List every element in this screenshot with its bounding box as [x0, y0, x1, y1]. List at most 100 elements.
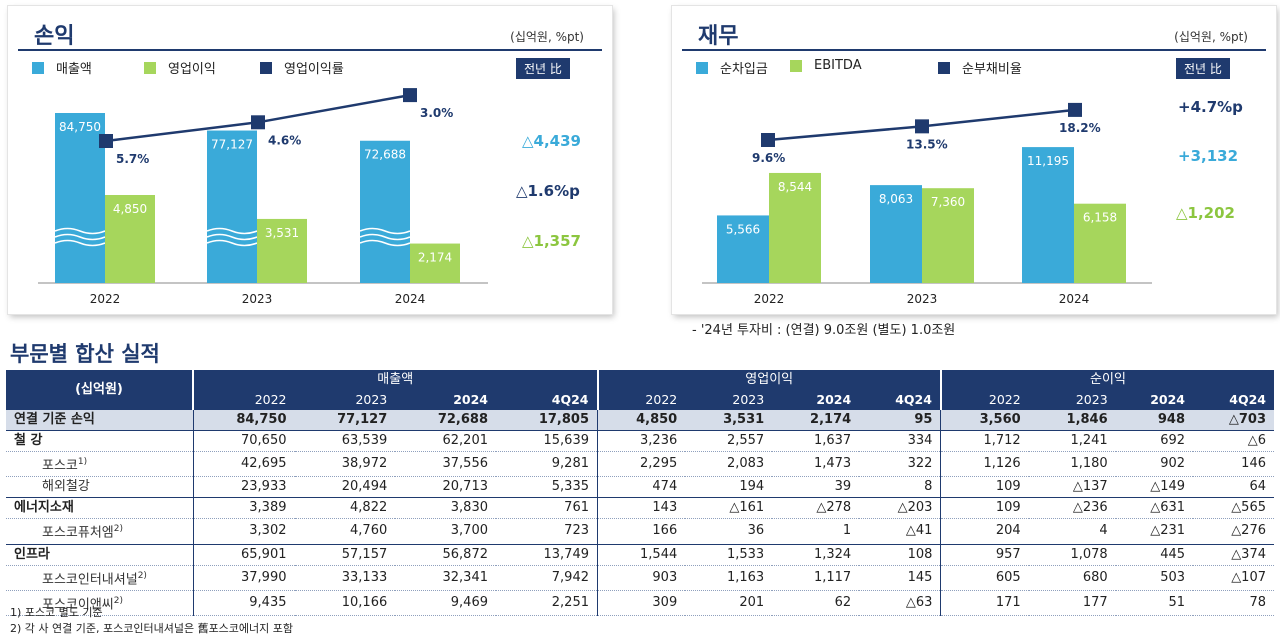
pl-legend-op: 영업이익 — [144, 58, 216, 77]
axis-break-mark — [54, 233, 106, 241]
table-year-header: 2024 — [1115, 390, 1194, 410]
axis-break-mark — [54, 239, 106, 247]
x-tick-label: 2024 — [395, 292, 426, 306]
table-cell: 72,688 — [395, 410, 496, 431]
table-row: 포스코인터내셔널2) 37,990 33,133 32,341 7,942 903 1,16… — [6, 565, 1274, 591]
table-cell: 201 — [685, 590, 773, 617]
table-year-header: 2022 — [192, 390, 295, 410]
bar-label-영업이익: 4,850 — [113, 202, 147, 216]
table-cell: 3,236 — [597, 430, 686, 452]
row-label-text: 인프라 — [14, 546, 50, 562]
row-label-text: 포스코퓨처엠 — [42, 525, 114, 541]
table-cell: 2,251 — [496, 590, 598, 617]
table-group-sales: 매출액 — [192, 370, 598, 390]
table-row: 포스코1) 42,695 38,972 37,556 9,281 2,295 2,083 1,… — [6, 451, 1274, 478]
bar-label-영업이익: 3,531 — [265, 226, 299, 240]
table-row: 해외철강 23,933 20,494 20,713 5,335 474 194 39 8 109 △… — [6, 476, 1274, 499]
table-cell: 1 — [772, 518, 860, 545]
x-tick-label: 2023 — [242, 292, 273, 306]
table-cell: 146 — [1193, 451, 1274, 478]
table-year-header: 2022 — [939, 390, 1029, 410]
footnote-2: 2) 각 사 연결 기준, 포스코인터내셔널은 舊포스코에너지 포함 — [10, 622, 294, 635]
table-row: 철 강 70,650 63,539 62,201 15,639 3,236 2,557 1,6… — [6, 430, 1274, 452]
table-cell: 57,157 — [294, 543, 396, 566]
bar-label-순차입금: 11,195 — [1027, 154, 1069, 168]
axis-break-mark — [359, 227, 411, 235]
fin-legend-netdebt-label: 순차입금 — [720, 62, 768, 77]
table-cell: 171 — [940, 590, 1029, 617]
table-cell: △137 — [1028, 476, 1116, 499]
x-tick-label: 2023 — [907, 292, 938, 306]
x-tick-label: 2024 — [1059, 292, 1090, 306]
pl-note-sales: △4,439 — [522, 132, 581, 150]
table-year-header: 2023 — [1028, 390, 1116, 410]
bar-label-순차입금: 5,566 — [726, 222, 760, 236]
fin-legend-ratio-label: 순부채비율 — [962, 62, 1022, 77]
table-cell: 3,830 — [395, 497, 496, 520]
table-cell: 166 — [597, 518, 686, 545]
bar-순차입금 — [717, 215, 769, 283]
pl-yoy-badge: 전년 比 — [516, 58, 570, 79]
row-label-text: 포스코인터내셔널 — [42, 571, 138, 587]
line-point-영업이익률 — [403, 88, 417, 103]
table-cell: 605 — [940, 565, 1029, 591]
row-label: 포스코이앤씨2) — [6, 590, 193, 617]
table-cell: 15,639 — [496, 430, 598, 452]
row-label: 에너지소재 — [6, 497, 193, 520]
table-corner-label: (십억원) — [6, 370, 193, 410]
table-cell: 3,531 — [685, 410, 773, 431]
table-cell: 77,127 — [294, 410, 396, 431]
fin-legend-ebitda-swatch — [790, 59, 802, 72]
table-cell: 1,846 — [1028, 410, 1116, 431]
table-cell: 70,650 — [192, 430, 295, 452]
table-cell: 1,163 — [685, 565, 773, 591]
table-cell: 63,539 — [294, 430, 396, 452]
table-cell: △276 — [1193, 518, 1274, 545]
bar-label-EBITDA: 7,360 — [931, 195, 965, 209]
table-cell: 9,435 — [192, 590, 295, 617]
table-cell: 84,750 — [192, 410, 295, 431]
line-label-영업이익률: 5.7% — [116, 152, 149, 166]
table-cell: 38,972 — [294, 451, 396, 478]
table-cell: 36 — [685, 518, 773, 545]
table-cell: 902 — [1115, 451, 1194, 478]
table-cell: 9,281 — [496, 451, 598, 478]
table-cell: 1,637 — [772, 430, 860, 452]
fin-note-netdebt: +3,132 — [1178, 147, 1239, 165]
table-cell: 4,822 — [294, 497, 396, 520]
table-cell: 95 — [859, 410, 941, 431]
table-cell: 1,180 — [1028, 451, 1116, 478]
line-label-영업이익률: 4.6% — [268, 133, 301, 147]
table-cell: 108 — [859, 543, 941, 566]
table-cell: 42,695 — [192, 451, 295, 478]
bar-매출액 — [360, 140, 410, 283]
table-body: 연결 기준 손익 84,750 77,127 72,688 17,805 4,850 3,5… — [6, 410, 1274, 617]
fin-legend-netdebt-swatch — [696, 61, 708, 74]
pl-legend-margin-label: 영업이익률 — [284, 62, 344, 77]
bar-영업이익 — [410, 243, 460, 283]
table-cell: △631 — [1115, 497, 1194, 520]
table-cell: 37,556 — [395, 451, 496, 478]
axis-break-mark — [359, 233, 411, 241]
table-year-header: 2024 — [395, 390, 496, 410]
line-point-순부채비율 — [915, 119, 929, 134]
section-title: 부문별 합산 실적 — [10, 342, 160, 366]
fin-title-rule — [682, 49, 1266, 51]
pl-legend-op-swatch — [144, 61, 156, 74]
fin-chart: 5,566 8,544 2022 8,063 7,360 2023 11,195 6,158 2… — [702, 102, 1152, 306]
bar-label-매출액: 77,127 — [211, 138, 253, 152]
table-cell: 692 — [1115, 430, 1194, 452]
table-cell: 204 — [940, 518, 1029, 545]
row-label-text: 포스코 — [42, 458, 78, 474]
table-cell: 4,760 — [294, 518, 396, 545]
row-label: 포스코퓨처엠2) — [6, 518, 193, 545]
table-cell: 13,749 — [496, 543, 598, 566]
table-cell: △149 — [1115, 476, 1194, 499]
pl-unit: (십억원, %pt) — [510, 30, 584, 44]
pl-title-rule — [18, 49, 602, 51]
table-cell: 1,241 — [1028, 430, 1116, 452]
table-cell: 474 — [597, 476, 686, 499]
footnote-1: 1) 포스코 별도 기준 — [10, 606, 103, 619]
table-cell: 309 — [597, 590, 686, 617]
table-cell: 177 — [1028, 590, 1116, 617]
